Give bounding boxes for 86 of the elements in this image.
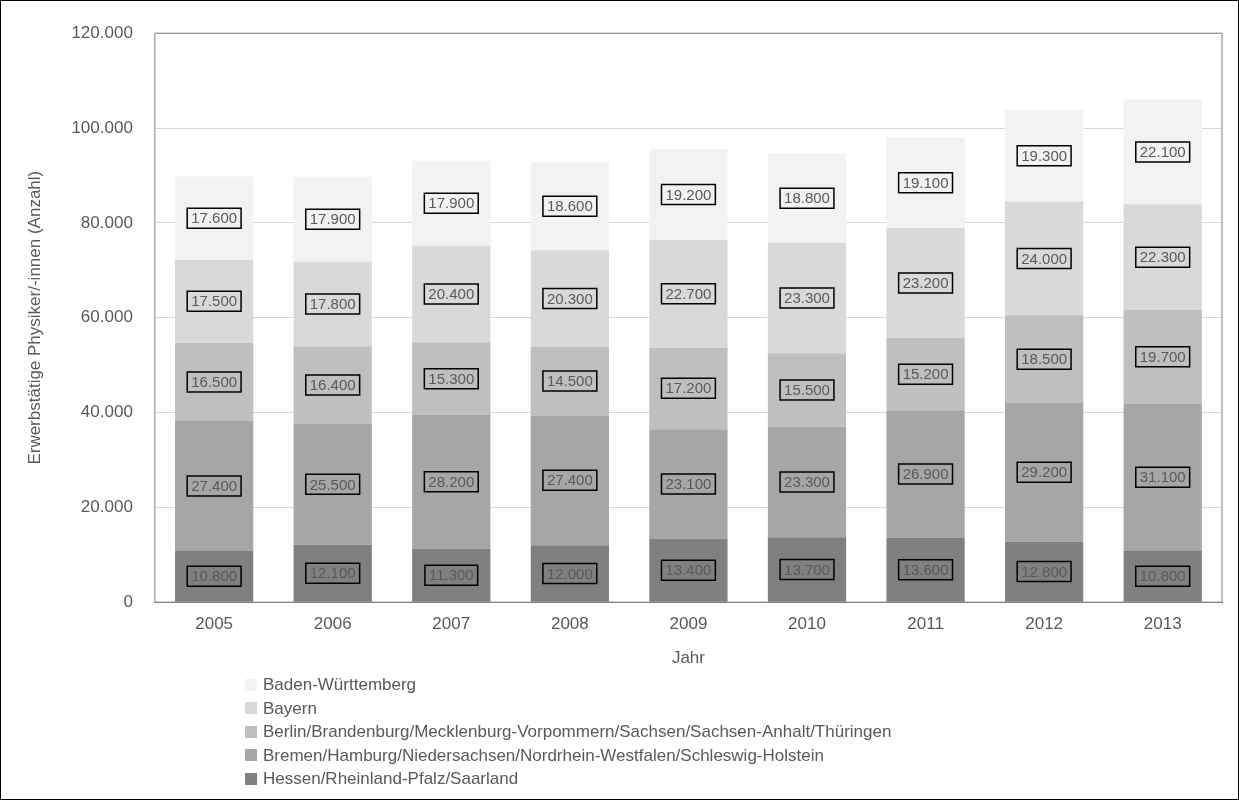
bar: [293, 176, 372, 262]
data-label: 22.700: [665, 284, 712, 302]
bar: [175, 342, 254, 422]
bar: [1005, 315, 1084, 404]
bar: [767, 153, 847, 243]
bar: [175, 421, 254, 551]
data-label: 19.100: [902, 173, 949, 191]
bar: [1005, 110, 1084, 202]
data-label: 16.500: [191, 373, 238, 391]
bar: [1123, 403, 1202, 551]
bar: [1123, 99, 1202, 205]
y-tick-label: 100.000: [71, 117, 133, 137]
data-label: 17.900: [428, 194, 475, 212]
data-label: 18.500: [1021, 350, 1068, 368]
data-label: 17.200: [665, 379, 712, 397]
data-label: 20.400: [428, 285, 475, 303]
y-tick-label: 0: [123, 591, 133, 611]
data-label: 19.300: [1021, 146, 1068, 164]
y-tick-label: 80.000: [80, 212, 133, 232]
bar: [175, 176, 254, 260]
x-tick-label: 2006: [313, 614, 352, 634]
data-label: 16.400: [309, 376, 356, 394]
data-label: 23.200: [902, 274, 949, 292]
y-tick-label: 60.000: [80, 307, 133, 327]
data-label: 19.200: [665, 185, 712, 203]
data-label: 26.900: [902, 465, 949, 483]
data-label: 17.900: [309, 210, 356, 228]
y-axis-title: Erwerbstätige Physiker/-innen (Anzahl): [24, 170, 44, 465]
data-label: 15.200: [902, 365, 949, 383]
legend-label: Hessen/Rheinland-Pfalz/Saarland: [263, 768, 519, 790]
legend-label: Berlin/Brandenburg/Mecklenburg-Vorpommern/Sachsen/Sachsen-Anhalt/Thüringen: [263, 721, 892, 743]
legend-label: Bayern: [263, 697, 317, 720]
bar: [1123, 310, 1202, 404]
data-label: 19.700: [1139, 347, 1186, 365]
data-label: 15.300: [428, 369, 475, 387]
bar: [649, 148, 728, 240]
data-label: 23.300: [784, 289, 830, 307]
bar: [293, 423, 372, 545]
x-tick-label: 2011: [907, 614, 944, 634]
data-label: 17.600: [191, 209, 238, 227]
bar: [886, 338, 965, 411]
bar: [886, 137, 965, 229]
x-tick-label: 2012: [1025, 614, 1064, 634]
x-tick-label: 2005: [195, 614, 234, 634]
bar: [412, 342, 491, 415]
x-tick-label: 2008: [550, 614, 589, 634]
data-label: 23.100: [665, 475, 712, 493]
bar: [767, 426, 847, 538]
x-tick-label: 2010: [788, 614, 826, 634]
bar: [412, 414, 491, 549]
data-label: 18.600: [546, 197, 593, 215]
bar: [649, 429, 728, 539]
x-tick-label: 2009: [669, 614, 708, 634]
data-label: 22.100: [1139, 143, 1186, 161]
data-label: 15.500: [784, 381, 830, 399]
data-label: 28.200: [428, 472, 475, 490]
bar: [1005, 403, 1084, 542]
data-label: 20.300: [546, 289, 593, 307]
data-label: 17.500: [191, 292, 238, 310]
legend-label: Baden-Württemberg: [263, 674, 417, 696]
bar: [412, 160, 491, 246]
x-axis-title: Jahr: [671, 648, 706, 668]
data-label: 18.800: [784, 189, 830, 207]
data-label: 23.300: [784, 473, 830, 491]
data-label: 27.400: [191, 477, 238, 495]
data-label: 24.000: [1021, 249, 1068, 267]
data-label: 29.200: [1021, 463, 1068, 481]
y-tick-label: 120.000: [71, 22, 133, 42]
data-label: 17.800: [309, 295, 356, 313]
x-tick-label: 2013: [1143, 614, 1182, 634]
bar: [530, 162, 609, 251]
bar: [886, 410, 965, 538]
legend-label: Bremen/Hamburg/Niedersachsen/Nordrhein-Westfalen/Schleswig-Holstein: [263, 744, 824, 767]
bar: [530, 346, 609, 416]
data-label: 14.500: [546, 372, 593, 390]
data-label: 25.500: [309, 475, 356, 493]
y-tick-label: 20.000: [80, 497, 133, 517]
bar: [293, 346, 372, 424]
data-label: 27.400: [546, 471, 593, 489]
y-tick-label: 40.000: [80, 402, 133, 422]
bar: [767, 353, 847, 427]
bar: [649, 347, 728, 430]
bar: [530, 415, 609, 546]
x-tick-label: 2007: [432, 614, 471, 634]
data-label: 22.300: [1139, 248, 1186, 266]
data-label: 31.100: [1139, 468, 1186, 486]
